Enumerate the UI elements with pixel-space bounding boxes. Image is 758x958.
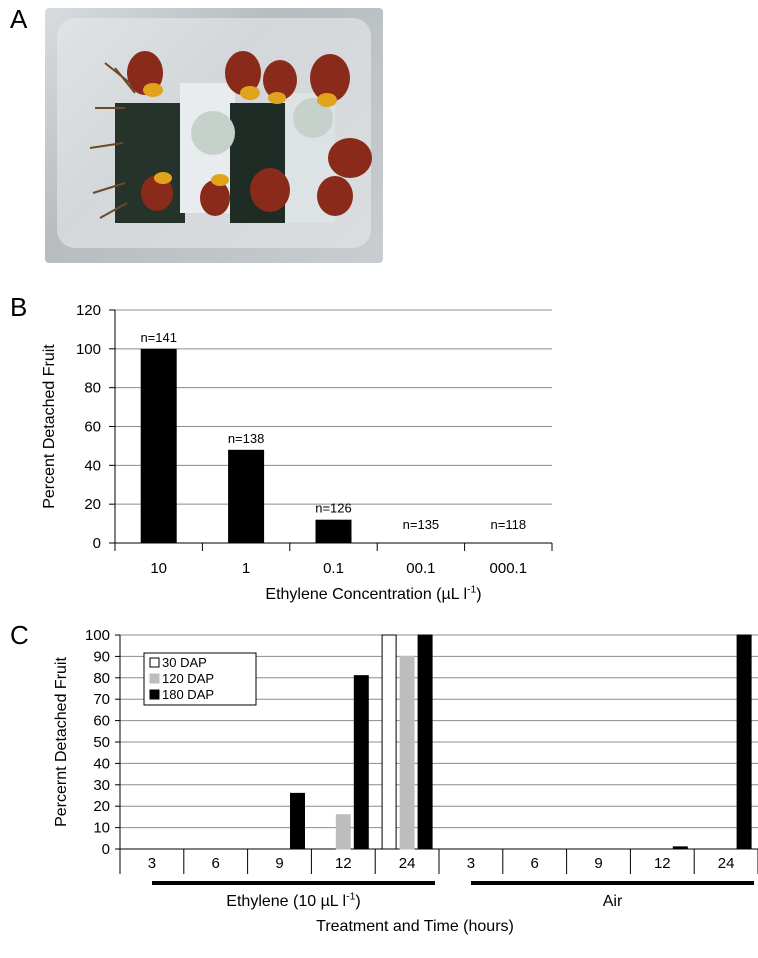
- x-tick-label: 6: [531, 855, 539, 872]
- x-axis-title: Treatment and Time (hours): [316, 918, 514, 935]
- group-label: Air: [603, 893, 623, 910]
- y-axis-title: Percent Detached Fruit: [41, 344, 58, 509]
- bar: [315, 519, 352, 543]
- x-tick-label: 1: [242, 560, 250, 577]
- bar-180-dap: [353, 675, 369, 850]
- x-tick-label: 24: [718, 855, 735, 872]
- bar-180-dap: [736, 634, 752, 850]
- y-tick-label: 0: [93, 535, 101, 552]
- legend-entry: 30 DAP: [162, 655, 207, 670]
- bar-30-dap: [381, 634, 397, 850]
- data-label: n=135: [403, 517, 440, 532]
- y-axis-title: Percernt Detached Fruit: [53, 657, 70, 827]
- y-tick-label: 60: [93, 713, 110, 730]
- panel-label-b: B: [10, 292, 28, 322]
- x-tick-label: 10: [150, 560, 167, 577]
- fruit-bunch-photo-icon: [57, 18, 372, 248]
- y-tick-label: 30: [93, 777, 110, 794]
- data-label: n=118: [491, 517, 527, 532]
- y-tick-label: 40: [93, 755, 110, 772]
- y-tick-label: 100: [76, 341, 101, 358]
- x-tick-label: 9: [594, 855, 602, 872]
- y-tick-label: 20: [84, 496, 101, 513]
- bar: [140, 348, 177, 543]
- legend-swatch: [149, 657, 160, 668]
- y-tick-label: 20: [93, 798, 110, 815]
- data-label: n=138: [228, 431, 265, 446]
- data-label: n=141: [140, 330, 177, 345]
- panel-label-a: A: [10, 4, 28, 34]
- y-tick-label: 120: [76, 302, 101, 319]
- group-bracket: [152, 881, 435, 885]
- y-tick-label: 60: [84, 419, 101, 436]
- fruit-bunch-photo: [45, 8, 383, 263]
- y-tick-label: 10: [93, 820, 110, 837]
- y-tick-label: 90: [93, 648, 110, 665]
- bar-120-dap: [399, 655, 415, 850]
- x-tick-label: 12: [654, 855, 671, 872]
- bar-180-dap: [290, 792, 305, 850]
- legend-swatch: [149, 689, 160, 700]
- y-tick-label: 0: [102, 841, 110, 858]
- x-tick-label: 00.1: [406, 560, 435, 577]
- x-tick-label: 9: [275, 855, 283, 872]
- group-label: Ethylene (10 µL l-1): [226, 892, 360, 910]
- x-tick-label: 6: [212, 855, 220, 872]
- bar-180-dap: [417, 634, 433, 850]
- bar-120-dap: [335, 814, 351, 850]
- legend-entry: 180 DAP: [162, 687, 214, 702]
- y-tick-label: 40: [84, 457, 101, 474]
- y-tick-label: 80: [84, 380, 101, 397]
- x-tick-label: 0.1: [323, 560, 344, 577]
- data-label: n=126: [315, 501, 352, 516]
- y-tick-label: 80: [93, 670, 110, 687]
- legend-box: [143, 652, 257, 706]
- y-tick-label: 70: [93, 691, 110, 708]
- x-tick-label: 3: [148, 855, 156, 872]
- legend-entry: 120 DAP: [162, 671, 214, 686]
- bar: [228, 449, 265, 543]
- legend-swatch: [149, 673, 160, 684]
- group-bracket: [471, 881, 754, 885]
- x-tick-label: 000.1: [490, 560, 528, 577]
- y-tick-label: 50: [93, 734, 110, 751]
- x-axis-title: Ethylene Concentration (µL l-1): [265, 585, 481, 603]
- x-tick-label: 24: [399, 855, 416, 872]
- panel-label-c: C: [10, 620, 29, 650]
- x-tick-label: 12: [335, 855, 352, 872]
- x-tick-label: 3: [467, 855, 475, 872]
- y-tick-label: 100: [85, 627, 110, 644]
- bar-180-dap: [672, 846, 688, 850]
